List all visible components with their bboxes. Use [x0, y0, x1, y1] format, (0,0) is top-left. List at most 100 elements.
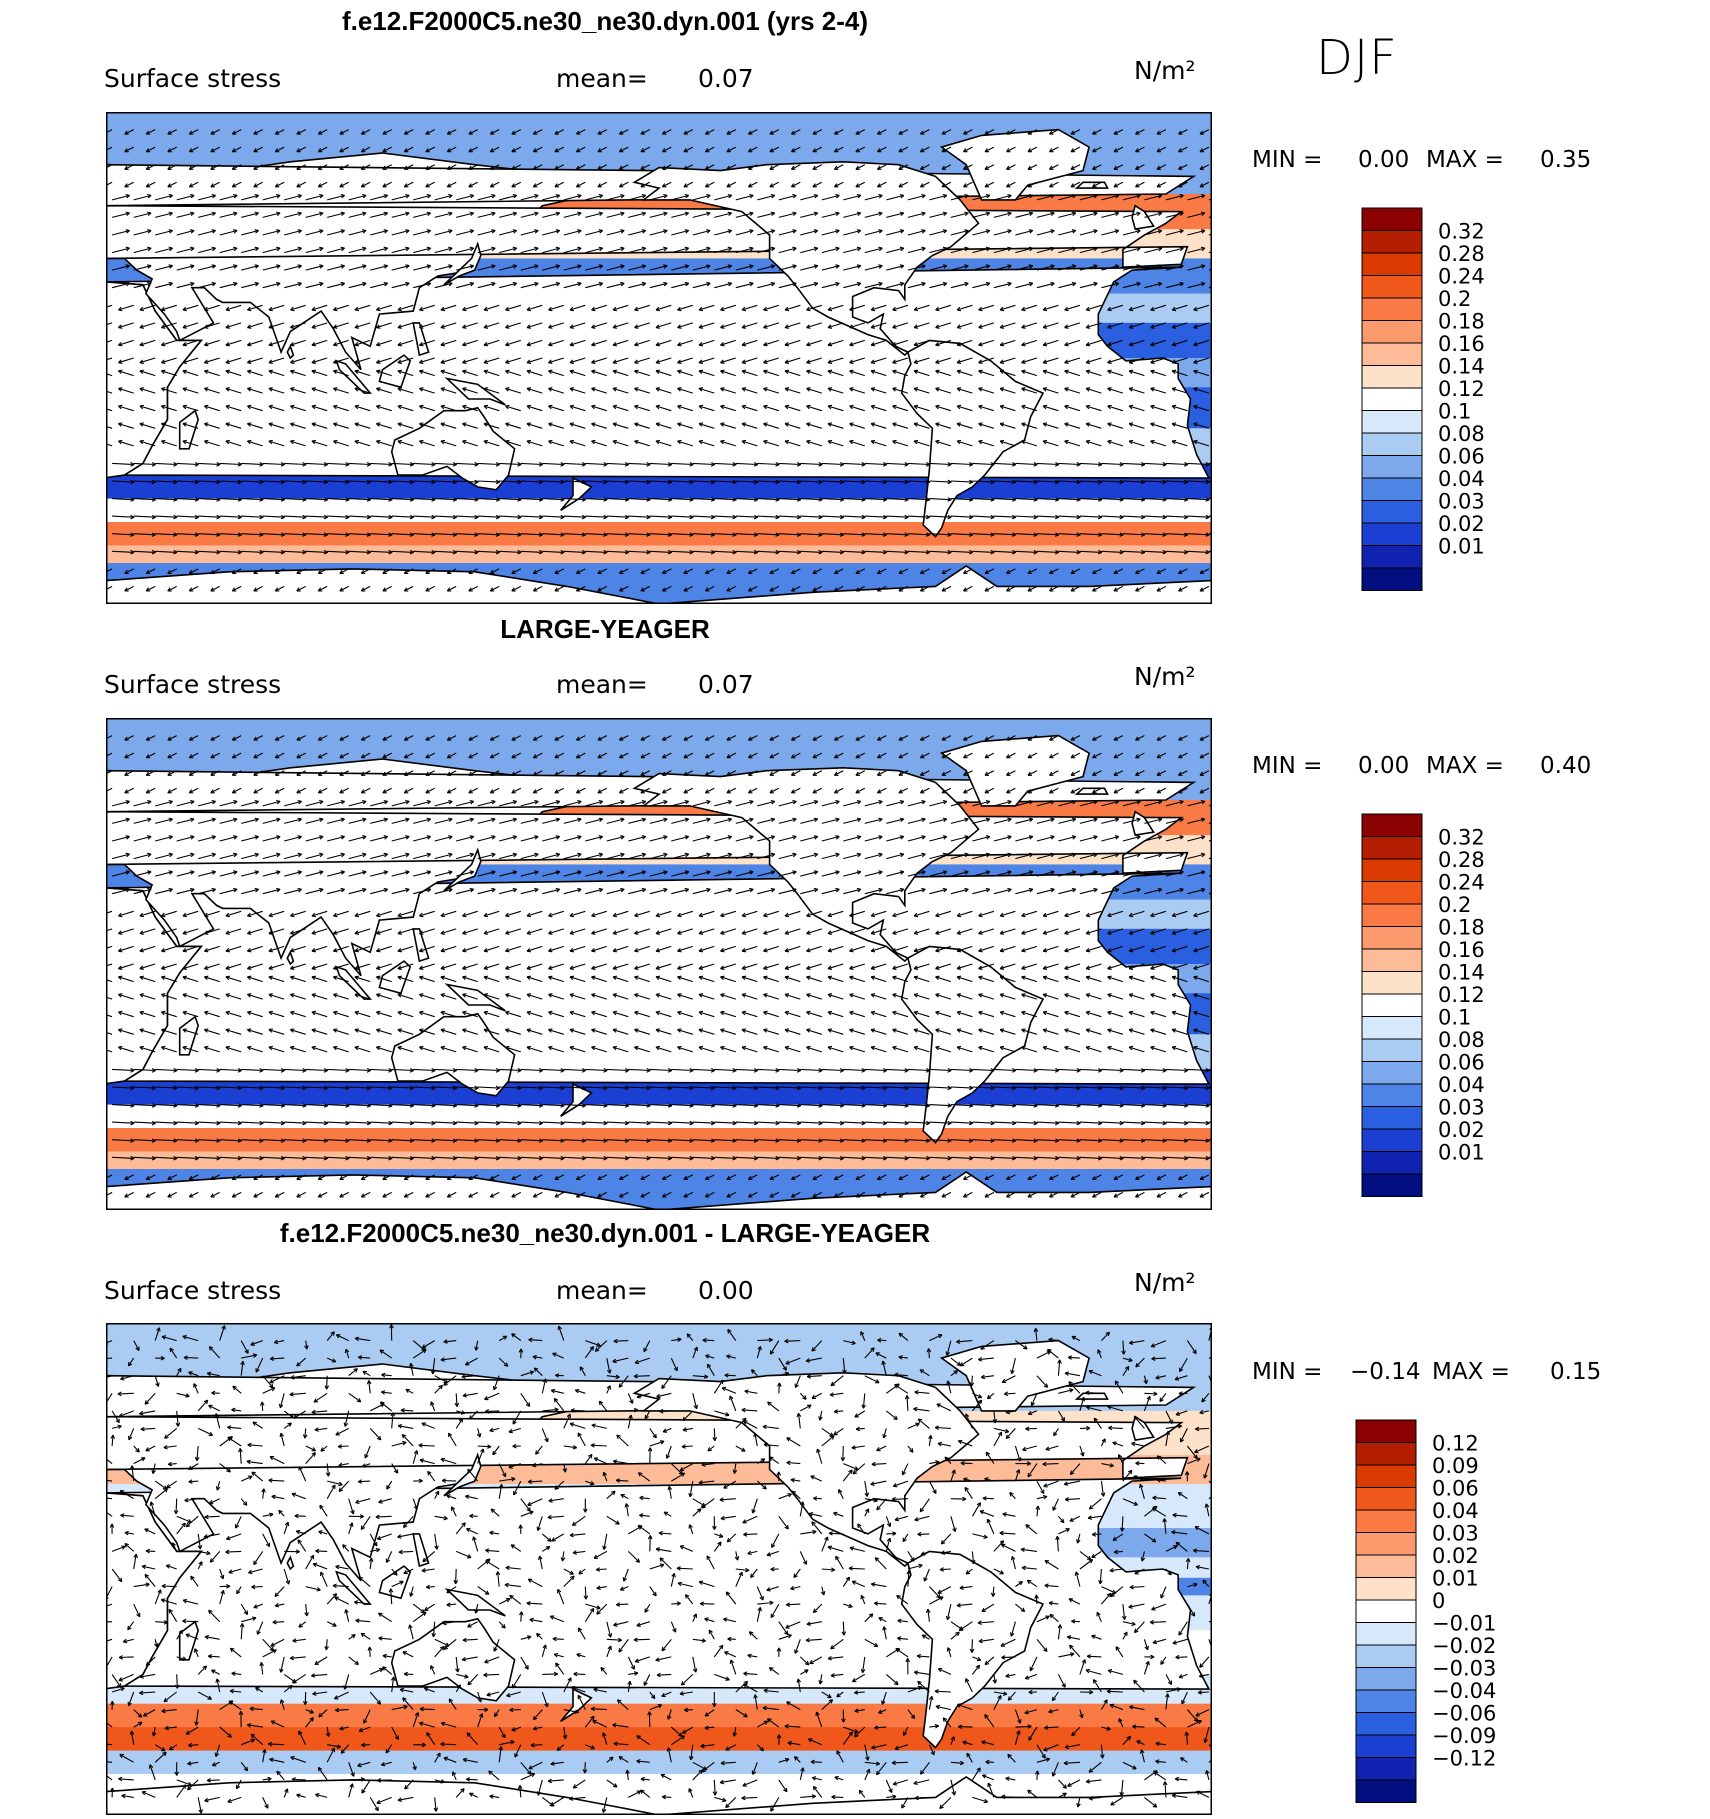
- stress-vector: [520, 212, 539, 218]
- stress-vector-head: [311, 342, 316, 347]
- stress-vector-head: [1193, 342, 1198, 347]
- stress-vector: [612, 339, 629, 346]
- stress-vector: [176, 853, 195, 860]
- stress-vector: [827, 976, 844, 983]
- stress-vector: [834, 181, 844, 188]
- stress-vector: [1036, 194, 1055, 201]
- stress-vector-head: [849, 912, 854, 918]
- stress-vector-head: [254, 887, 259, 893]
- stress-vector-head: [1011, 462, 1017, 467]
- stress-vector-head: [554, 569, 559, 574]
- stress-vector: [198, 282, 216, 289]
- stress-vector-head: [741, 1028, 747, 1033]
- stress-vector: [253, 146, 263, 153]
- stress-vector-head: [898, 789, 903, 794]
- stress-vector: [649, 194, 668, 201]
- stress-vector-head: [397, 965, 402, 970]
- stress-vector: [735, 888, 754, 895]
- stress-vector: [554, 585, 565, 592]
- stress-vector-head: [849, 993, 854, 998]
- stress-vector: [262, 818, 281, 824]
- stress-vector-head: [1092, 736, 1097, 741]
- stress-vector-head: [483, 1010, 488, 1016]
- stress-vector: [1015, 533, 1038, 536]
- stress-vector-head: [790, 736, 796, 741]
- stress-vector-head: [1119, 532, 1124, 537]
- stress-vector-head: [145, 165, 151, 170]
- stress-vector-head: [1093, 799, 1098, 805]
- stress-vector: [1036, 871, 1055, 877]
- stress-vector: [155, 229, 173, 236]
- stress-vector: [204, 1011, 220, 1018]
- stress-vector: [741, 1046, 758, 1053]
- stress-vector: [348, 818, 367, 824]
- stress-vector: [118, 963, 134, 970]
- stress-vector: [376, 1011, 392, 1018]
- stress-vector: [1042, 963, 1059, 970]
- stress-vector-head: [581, 497, 586, 502]
- stress-vector-head: [216, 532, 221, 537]
- stress-vector: [984, 568, 995, 574]
- stress-vector-head: [1085, 930, 1091, 935]
- stress-vector-head: [1042, 359, 1048, 364]
- stress-vector: [262, 247, 281, 254]
- stress-vector: [1171, 304, 1188, 311]
- stress-vector-head: [190, 211, 195, 217]
- stress-vector: [520, 800, 539, 807]
- stress-vector: [225, 993, 242, 1000]
- stress-vector: [913, 370, 930, 377]
- stress-vector: [698, 910, 715, 917]
- stress-vector-head: [311, 993, 316, 998]
- stress-vector: [1085, 370, 1102, 377]
- stress-vector-head: [268, 439, 273, 445]
- stress-vector: [569, 993, 586, 1000]
- stress-vector: [397, 339, 414, 346]
- stress-vector-head: [677, 993, 682, 998]
- stress-vector: [1049, 770, 1059, 776]
- stress-vector: [655, 440, 672, 447]
- stress-vector-head: [747, 130, 753, 135]
- stress-vector-head: [474, 1068, 479, 1073]
- stress-vector-head: [297, 887, 302, 893]
- stress-vector: [827, 963, 844, 970]
- stress-vector: [333, 440, 349, 447]
- stress-vector: [290, 993, 306, 1000]
- stress-vector: [462, 993, 478, 1000]
- stress-vector-head: [618, 587, 624, 592]
- stress-vector-head: [225, 324, 230, 329]
- stress-vector: [800, 229, 818, 236]
- stress-vector-head: [1135, 569, 1140, 574]
- stress-vector: [612, 1029, 629, 1035]
- stress-vector-head: [624, 497, 629, 502]
- stress-vector-head: [1171, 965, 1177, 970]
- stress-vector: [327, 212, 345, 218]
- stress-vector: [176, 888, 195, 895]
- stress-vector-head: [655, 993, 660, 998]
- stress-vector: [698, 440, 715, 447]
- panel2-variable-label: Surface stress: [104, 670, 282, 699]
- panel2-max-label: MAX =: [1426, 753, 1504, 779]
- stress-vector-head: [190, 229, 195, 234]
- stress-vector: [821, 853, 840, 860]
- stress-vector-head: [419, 1028, 424, 1033]
- stress-vector-head: [311, 930, 316, 935]
- stress-vector-head: [683, 754, 688, 759]
- stress-vector-head: [753, 462, 759, 467]
- stress-vector-head: [469, 246, 475, 252]
- stress-vector: [714, 247, 732, 254]
- stress-vector-head: [684, 870, 690, 875]
- stress-vector-head: [1205, 514, 1210, 520]
- stress-vector-head: [849, 1028, 854, 1033]
- stress-vector-head: [534, 852, 539, 858]
- stress-vector: [477, 498, 500, 501]
- stress-vector: [268, 304, 285, 311]
- stress-vector-head: [204, 930, 209, 935]
- stress-vector-head: [813, 799, 819, 805]
- stress-vector: [984, 146, 995, 153]
- stress-vector: [683, 146, 694, 153]
- stress-vector: [591, 993, 607, 1000]
- stress-vector-head: [397, 324, 402, 329]
- stress-vector: [456, 835, 474, 842]
- stress-vector-head: [796, 1068, 802, 1073]
- stress-vector-head: [426, 193, 432, 199]
